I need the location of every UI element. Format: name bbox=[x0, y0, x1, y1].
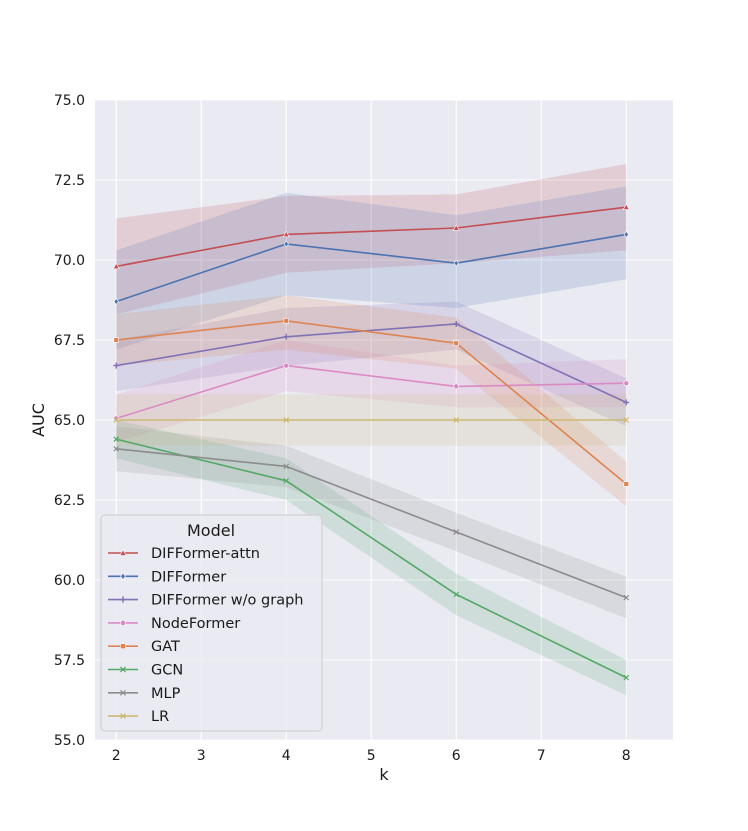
legend-box bbox=[100, 514, 323, 732]
legend-label: DIFFormer w/o graph bbox=[151, 593, 303, 609]
band-difformer-w-o-graph bbox=[116, 301, 627, 427]
point-gat bbox=[113, 337, 119, 343]
point-mlp bbox=[113, 445, 120, 452]
point-lr bbox=[283, 417, 290, 423]
line-difformer-w-o-graph bbox=[116, 323, 627, 404]
point-lr bbox=[113, 417, 120, 423]
point-gcn bbox=[283, 477, 290, 484]
series-markers bbox=[112, 203, 630, 681]
legend-label: MLP bbox=[151, 686, 181, 702]
band-difformer bbox=[116, 186, 627, 350]
point-difformer bbox=[113, 298, 119, 306]
series-lines bbox=[115, 206, 627, 679]
legend-item-nodeformer: NodeFormer bbox=[108, 616, 240, 632]
legend-marker bbox=[120, 689, 126, 696]
x-axis-label: k bbox=[379, 765, 389, 784]
y-tick-label: 72.5 bbox=[54, 173, 85, 189]
legend-marker bbox=[119, 619, 127, 626]
line-gcn bbox=[116, 438, 627, 679]
legend-label: GAT bbox=[151, 639, 180, 655]
legend-label: LR bbox=[151, 709, 169, 725]
y-tick-label: 70.0 bbox=[54, 253, 85, 269]
point-nodeformer bbox=[283, 362, 290, 369]
point-difformer bbox=[623, 230, 629, 238]
point-gat bbox=[283, 318, 289, 324]
y-tick-label: 67.5 bbox=[54, 333, 85, 349]
y-tick-label: 65.0 bbox=[54, 413, 85, 429]
legend-item-mlp: MLP bbox=[108, 686, 181, 702]
band-gcn bbox=[116, 420, 627, 696]
point-difformer bbox=[283, 240, 289, 248]
point-nodeformer bbox=[623, 380, 630, 387]
point-gat bbox=[453, 340, 459, 346]
point-difformer-attn bbox=[112, 262, 120, 270]
band-mlp bbox=[116, 426, 627, 619]
line-difformer bbox=[115, 233, 627, 303]
x-tick-label: 2 bbox=[112, 748, 121, 764]
legend-item-lr: LR bbox=[108, 709, 169, 725]
legend-label: DIFFormer bbox=[151, 569, 226, 585]
legend-item-difformer-attn: DIFFormer-attn bbox=[108, 546, 260, 562]
legend-label: NodeFormer bbox=[151, 616, 240, 632]
legend-item-difformer-w-o-graph: DIFFormer w/o graph bbox=[108, 593, 303, 609]
x-tick-label: 6 bbox=[452, 748, 461, 764]
legend-marker bbox=[120, 666, 126, 673]
point-difformer bbox=[453, 259, 459, 267]
legend-title: Model bbox=[187, 521, 235, 540]
band-gat bbox=[116, 295, 627, 507]
legend-item-difformer: DIFFormer bbox=[108, 569, 226, 585]
legend-marker bbox=[119, 596, 127, 603]
point-difformer-w-o-graph bbox=[113, 362, 120, 369]
y-tick-label: 60.0 bbox=[54, 573, 85, 589]
legend-entries: DIFFormer-attn DIFFormer DIFFormer w/o gra… bbox=[108, 546, 303, 725]
line-mlp bbox=[116, 448, 627, 599]
legend-marker bbox=[120, 713, 126, 720]
x-tick-label: 3 bbox=[197, 748, 206, 764]
line-difformer-attn bbox=[116, 206, 627, 268]
y-tick-label: 75.0 bbox=[54, 93, 85, 109]
legend-item-gcn: GCN bbox=[108, 663, 183, 679]
point-nodeformer bbox=[453, 383, 460, 390]
point-gcn bbox=[113, 436, 120, 443]
point-mlp bbox=[283, 463, 290, 470]
legend: Model DIFFormer-attn DIFFormer DIFFormer w… bbox=[100, 514, 323, 732]
confidence-bands bbox=[116, 164, 627, 696]
x-tick-label: 5 bbox=[367, 748, 376, 764]
band-difformer-attn bbox=[116, 164, 627, 315]
point-gat bbox=[623, 481, 629, 487]
x-tick-label: 4 bbox=[282, 748, 291, 764]
legend-marker bbox=[120, 643, 126, 650]
point-difformer-w-o-graph bbox=[453, 321, 460, 327]
legend-label: GCN bbox=[151, 663, 183, 679]
point-gcn bbox=[623, 674, 630, 681]
point-mlp bbox=[623, 594, 630, 601]
point-difformer-attn bbox=[452, 224, 460, 231]
legend-marker bbox=[120, 572, 126, 581]
point-lr bbox=[623, 417, 630, 423]
point-gcn bbox=[453, 591, 460, 598]
y-tick-label: 55.0 bbox=[54, 733, 85, 749]
y-axis-label: AUC bbox=[29, 403, 48, 437]
y-tick-label: 57.5 bbox=[54, 653, 85, 669]
point-difformer-attn bbox=[282, 230, 290, 238]
point-difformer-w-o-graph bbox=[623, 399, 630, 406]
point-difformer-attn bbox=[622, 203, 630, 210]
legend-marker bbox=[119, 549, 127, 556]
band-nodeformer bbox=[116, 340, 627, 443]
point-nodeformer bbox=[113, 415, 120, 422]
point-difformer-w-o-graph bbox=[283, 333, 290, 340]
line-gat bbox=[116, 319, 627, 485]
point-lr bbox=[453, 417, 460, 423]
legend-item-gat: GAT bbox=[108, 639, 180, 655]
line-nodeformer bbox=[116, 364, 627, 420]
point-mlp bbox=[453, 529, 460, 535]
x-tick-label: 7 bbox=[537, 748, 546, 764]
legend-label: DIFFormer-attn bbox=[151, 546, 260, 562]
y-tick-label: 62.5 bbox=[54, 493, 85, 509]
x-tick-label: 8 bbox=[622, 748, 631, 764]
axis-ticks: 2 3 4 5 6 7 8 55.0 57.5 60.0 62.5 65.0 67.5 70.0 72.5 7… bbox=[54, 93, 631, 764]
